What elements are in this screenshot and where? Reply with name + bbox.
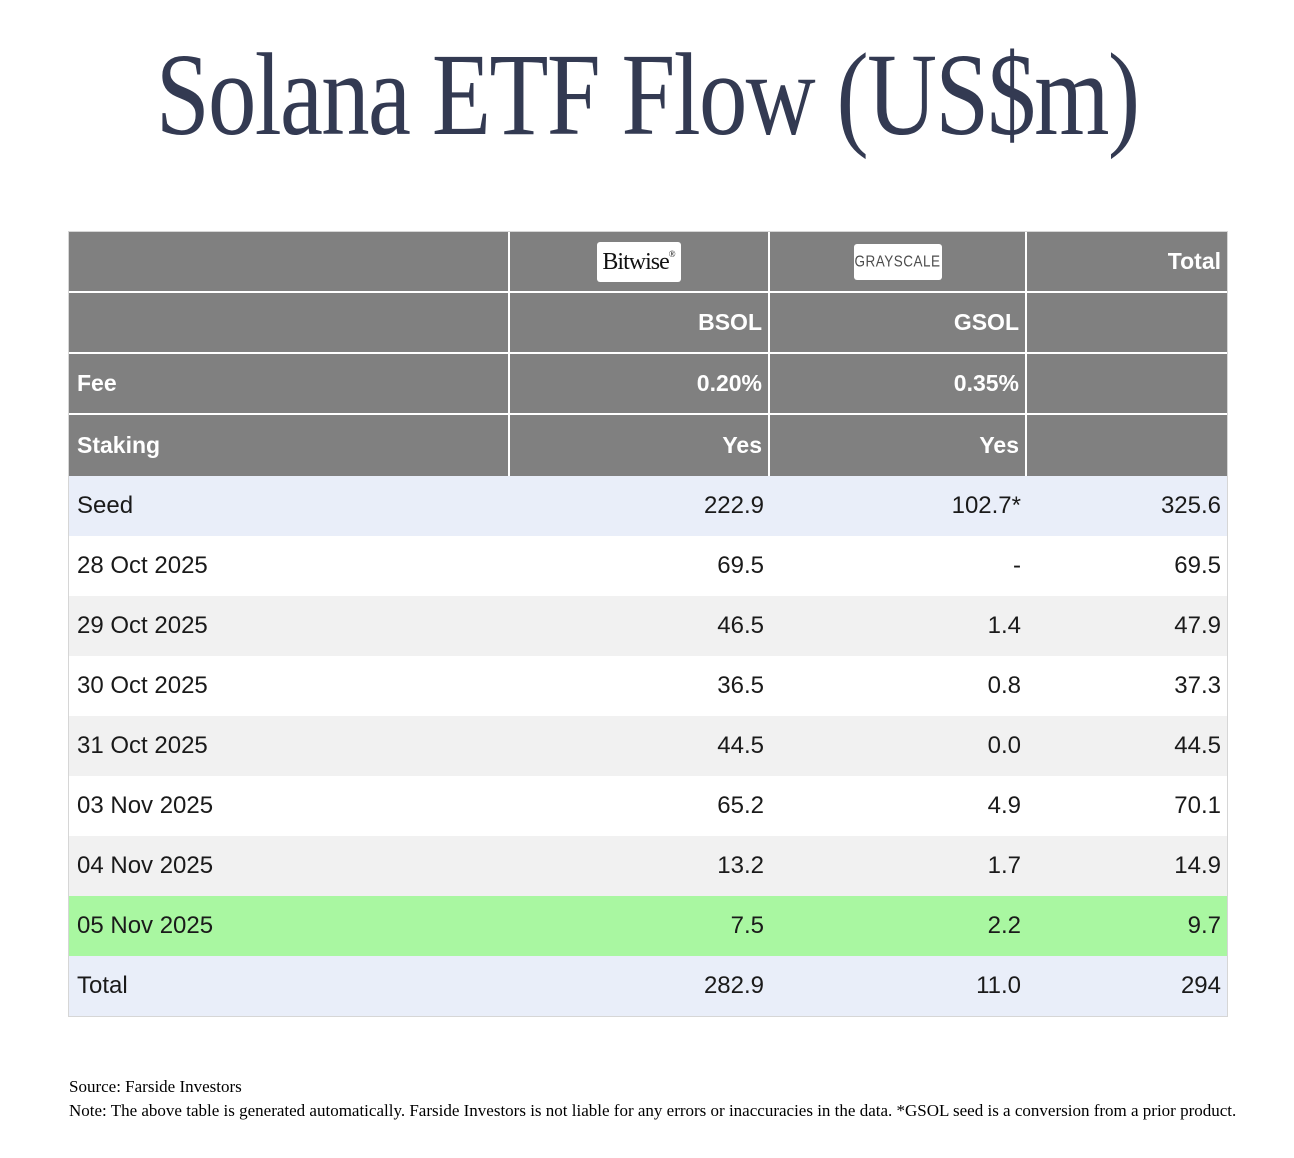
footer-source: Source: Farside Investors	[69, 1077, 242, 1096]
total-value: 37.3	[1027, 656, 1227, 716]
gsol-value: 11.0	[770, 956, 1027, 1016]
ticker-gsol: GSOL	[770, 293, 1027, 354]
fee-label: Fee	[69, 354, 510, 415]
row-label: 04 Nov 2025	[69, 836, 510, 896]
header-empty-cell	[69, 232, 510, 293]
total-value: 14.9	[1027, 836, 1227, 896]
row-label: 03 Nov 2025	[69, 776, 510, 836]
table-row: 04 Nov 2025 13.2 1.7 14.9	[69, 836, 1227, 896]
footer-note: Note: The above table is generated autom…	[69, 1101, 1237, 1120]
page-title-container: Solana ETF Flow (US$m)	[0, 30, 1294, 160]
ticker-total-empty	[1027, 293, 1227, 354]
table-row-total: Total 282.9 11.0 294	[69, 956, 1227, 1016]
bsol-value: 65.2	[510, 776, 770, 836]
grayscale-logo-text: GRAYSCALE	[854, 252, 941, 270]
header-row-logos: Bitwise® GRAYSCALE Total	[69, 232, 1227, 293]
gsol-value: 1.4	[770, 596, 1027, 656]
fee-row: Fee 0.20% 0.35%	[69, 354, 1227, 415]
ticker-empty-cell	[69, 293, 510, 354]
staking-row: Staking Yes Yes	[69, 415, 1227, 476]
gsol-value: -	[770, 536, 1027, 596]
bitwise-logo-cell: Bitwise®	[510, 232, 770, 293]
table-row: 31 Oct 2025 44.5 0.0 44.5	[69, 716, 1227, 776]
ticker-bsol: BSOL	[510, 293, 770, 354]
staking-label: Staking	[69, 415, 510, 476]
bsol-value: 69.5	[510, 536, 770, 596]
gsol-value: 2.2	[770, 896, 1027, 956]
gsol-value: 102.7*	[770, 476, 1027, 536]
total-value: 69.5	[1027, 536, 1227, 596]
bitwise-logo-text: Bitwise	[602, 248, 669, 275]
table-row: 29 Oct 2025 46.5 1.4 47.9	[69, 596, 1227, 656]
staking-total-empty	[1027, 415, 1227, 476]
gsol-value: 1.7	[770, 836, 1027, 896]
staking-bsol-value: Yes	[510, 415, 770, 476]
grayscale-logo: GRAYSCALE	[853, 243, 942, 280]
bsol-value: 36.5	[510, 656, 770, 716]
bsol-value: 282.9	[510, 956, 770, 1016]
row-label: 05 Nov 2025	[69, 896, 510, 956]
row-label: 31 Oct 2025	[69, 716, 510, 776]
table-row: 30 Oct 2025 36.5 0.8 37.3	[69, 656, 1227, 716]
bitwise-logo: Bitwise®	[597, 241, 681, 282]
bsol-value: 46.5	[510, 596, 770, 656]
page-title: Solana ETF Flow (US$m)	[155, 29, 1140, 160]
table-row-highlighted: 05 Nov 2025 7.5 2.2 9.7	[69, 896, 1227, 956]
bitwise-registered-mark: ®	[668, 248, 676, 259]
gsol-value: 4.9	[770, 776, 1027, 836]
gsol-value: 0.0	[770, 716, 1027, 776]
total-value: 9.7	[1027, 896, 1227, 956]
bsol-value: 44.5	[510, 716, 770, 776]
row-label: 30 Oct 2025	[69, 656, 510, 716]
gsol-value: 0.8	[770, 656, 1027, 716]
bsol-value: 13.2	[510, 836, 770, 896]
grayscale-logo-cell: GRAYSCALE	[770, 232, 1027, 293]
header-row-tickers: BSOL GSOL	[69, 293, 1227, 354]
row-label: 28 Oct 2025	[69, 536, 510, 596]
total-value: 325.6	[1027, 476, 1227, 536]
bsol-value: 7.5	[510, 896, 770, 956]
total-value: 294	[1027, 956, 1227, 1016]
table-row: 03 Nov 2025 65.2 4.9 70.1	[69, 776, 1227, 836]
bsol-value: 222.9	[510, 476, 770, 536]
staking-gsol-value: Yes	[770, 415, 1027, 476]
row-label: Total	[69, 956, 510, 1016]
table-row-seed: Seed 222.9 102.7* 325.6	[69, 476, 1227, 536]
fee-bsol-value: 0.20%	[510, 354, 770, 415]
fee-total-empty	[1027, 354, 1227, 415]
row-label: Seed	[69, 476, 510, 536]
total-value: 47.9	[1027, 596, 1227, 656]
table-row: 28 Oct 2025 69.5 - 69.5	[69, 536, 1227, 596]
fee-gsol-value: 0.35%	[770, 354, 1027, 415]
total-value: 44.5	[1027, 716, 1227, 776]
etf-flow-table: Bitwise® GRAYSCALE Total BSOL GSOL Fee 0…	[68, 231, 1228, 1017]
total-value: 70.1	[1027, 776, 1227, 836]
row-label: 29 Oct 2025	[69, 596, 510, 656]
total-column-header: Total	[1027, 232, 1227, 293]
